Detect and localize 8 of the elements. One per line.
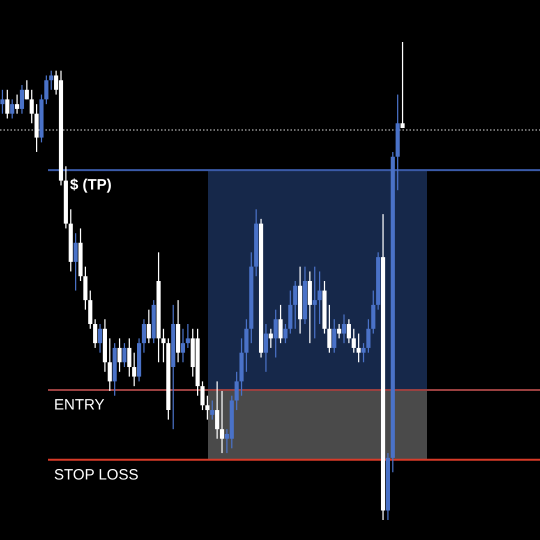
candlestick (356, 334, 361, 362)
candlestick (210, 400, 214, 420)
ref-line-label: ENTRY (54, 396, 105, 414)
ref-line-label: STOP LOSS (54, 466, 138, 484)
candlestick (49, 70, 54, 90)
candlestick (268, 328, 273, 348)
ref-line-label: $ (TP) (70, 176, 112, 194)
candlestick (312, 266, 317, 338)
